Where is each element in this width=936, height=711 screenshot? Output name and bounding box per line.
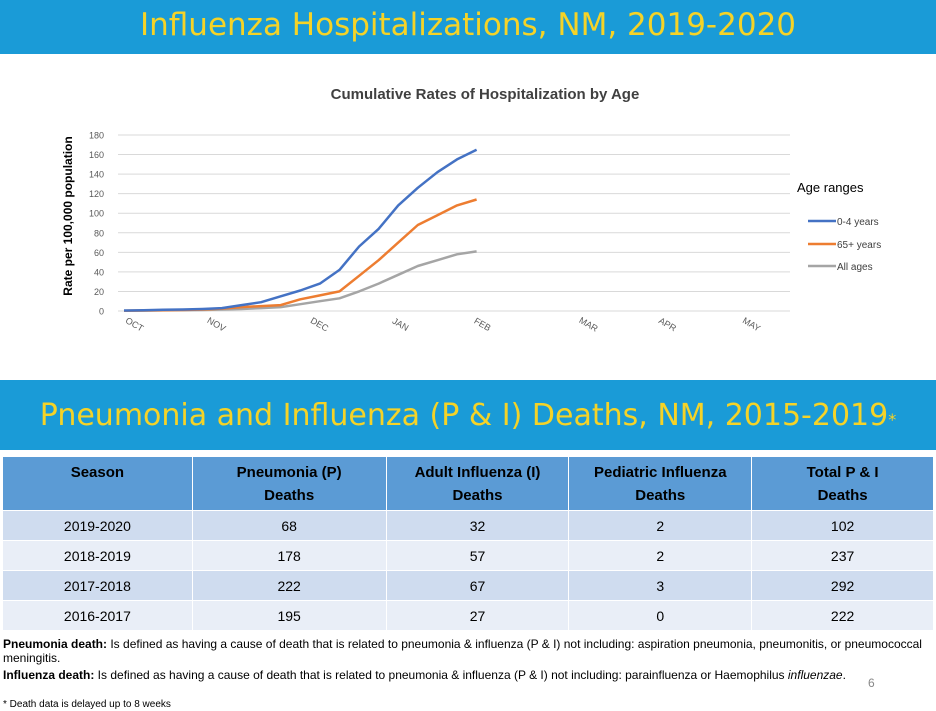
cell-pneumonia: 195 (191, 600, 387, 631)
header-season: Season (2, 456, 193, 511)
cell-total: 237 (751, 540, 934, 571)
header-pediatric-influenza-deaths: Pediatric Influenza Deaths (568, 456, 753, 511)
cell-season: 2018-2019 (2, 540, 193, 571)
cell-season: 2017-2018 (2, 570, 193, 601)
chart-legend: Age ranges 0-4 years 65+ years All ages (797, 180, 881, 273)
bottom-banner-text: Pneumonia and Influenza (P & I) Deaths, … (39, 398, 889, 433)
cell-adult-influenza: 57 (385, 540, 570, 571)
table-row: 2016-2017 195 27 0 222 (2, 600, 934, 631)
bottom-banner-title: Pneumonia and Influenza (P & I) Deaths, … (0, 380, 936, 450)
header-adult-influenza-deaths: Adult Influenza (I) Deaths (385, 456, 570, 511)
legend-label: 0-4 years (837, 217, 879, 228)
x-tick-label: MAY (741, 315, 762, 333)
cell-pneumonia: 68 (191, 510, 387, 541)
x-tick-label: DEC (309, 315, 331, 333)
page-number: 6 (868, 676, 875, 690)
cell-pediatric-influenza: 3 (568, 570, 753, 601)
x-tick-label: NOV (206, 315, 228, 333)
top-banner-title: Influenza Hospitalizations, NM, 2019-202… (0, 0, 936, 54)
legend-label: 65+ years (837, 240, 881, 251)
pneumonia-death-definition: Pneumonia death: Is defined as having a … (3, 637, 933, 665)
chart-x-tick-labels: OCT NOV DEC JAN FEB MAR APR MAY (124, 315, 762, 334)
cell-season: 2019-2020 (2, 510, 193, 541)
legend-label: All ages (837, 262, 873, 273)
cell-adult-influenza: 27 (385, 600, 570, 631)
cell-pediatric-influenza: 0 (568, 600, 753, 631)
header-total-pi-deaths: Total P & I Deaths (751, 456, 934, 511)
cell-adult-influenza: 32 (385, 510, 570, 541)
cell-pneumonia: 178 (191, 540, 387, 571)
x-tick-label: APR (657, 315, 678, 333)
table-row: 2018-2019 178 57 2 237 (2, 540, 934, 571)
y-tick-label: 160 (89, 150, 104, 160)
y-tick-label: 60 (94, 248, 104, 258)
chart-title: Cumulative Rates of Hospitalization by A… (331, 86, 640, 103)
x-tick-label: JAN (391, 316, 411, 333)
cell-total: 292 (751, 570, 934, 601)
table-row: 2019-2020 68 32 2 102 (2, 510, 934, 541)
influenza-death-text: Is defined as having a cause of death th… (94, 668, 788, 682)
pneumonia-death-label: Pneumonia death: (3, 637, 108, 651)
cell-adult-influenza: 67 (385, 570, 570, 601)
cell-total: 102 (751, 510, 934, 541)
cell-total: 222 (751, 600, 934, 631)
bottom-banner-asterisk: * (888, 410, 897, 429)
chart-gridlines (118, 134, 790, 312)
y-tick-label: 180 (89, 131, 104, 141)
chart-series-lines (123, 148, 478, 313)
cell-pediatric-influenza: 2 (568, 540, 753, 571)
chart-y-tick-labels: 0 20 40 60 80 100 120 140 160 180 (89, 131, 104, 317)
y-tick-label: 120 (89, 189, 104, 199)
x-tick-label: OCT (124, 315, 146, 333)
y-tick-label: 80 (94, 228, 104, 238)
y-tick-label: 100 (89, 209, 104, 219)
influenza-death-definition: Influenza death: Is defined as having a … (3, 668, 933, 682)
x-tick-label: MAR (577, 315, 600, 334)
series-line-1 (123, 198, 477, 312)
series-line-0 (123, 148, 478, 312)
pneumonia-death-text: Is defined as having a cause of death th… (3, 637, 922, 665)
y-tick-label: 140 (89, 170, 104, 180)
influenza-death-end: . (842, 668, 846, 682)
influenza-death-label: Influenza death: (3, 668, 95, 682)
x-tick-label: FEB (472, 316, 492, 333)
legend-title: Age ranges (797, 180, 864, 195)
pi-deaths-table: Season Pneumonia (P) Deaths Adult Influen… (2, 456, 934, 631)
y-tick-label: 20 (94, 287, 104, 297)
series-line-2 (123, 250, 477, 313)
cell-pediatric-influenza: 2 (568, 510, 753, 541)
y-tick-label: 0 (99, 307, 104, 317)
cell-season: 2016-2017 (2, 600, 193, 631)
table-header-row: Season Pneumonia (P) Deaths Adult Influen… (2, 456, 934, 511)
influenza-death-italic: influenzae (787, 668, 843, 682)
cell-pneumonia: 222 (191, 570, 387, 601)
y-tick-label: 40 (94, 267, 104, 277)
hospitalization-line-chart: Cumulative Rates of Hospitalization by A… (61, 86, 881, 334)
header-pneumonia-deaths: Pneumonia (P) Deaths (191, 456, 387, 511)
table-row: 2017-2018 222 67 3 292 (2, 570, 934, 601)
footnote: * Death data is delayed up to 8 weeks (3, 699, 171, 710)
chart-y-axis-label: Rate per 100,000 population (61, 136, 75, 295)
